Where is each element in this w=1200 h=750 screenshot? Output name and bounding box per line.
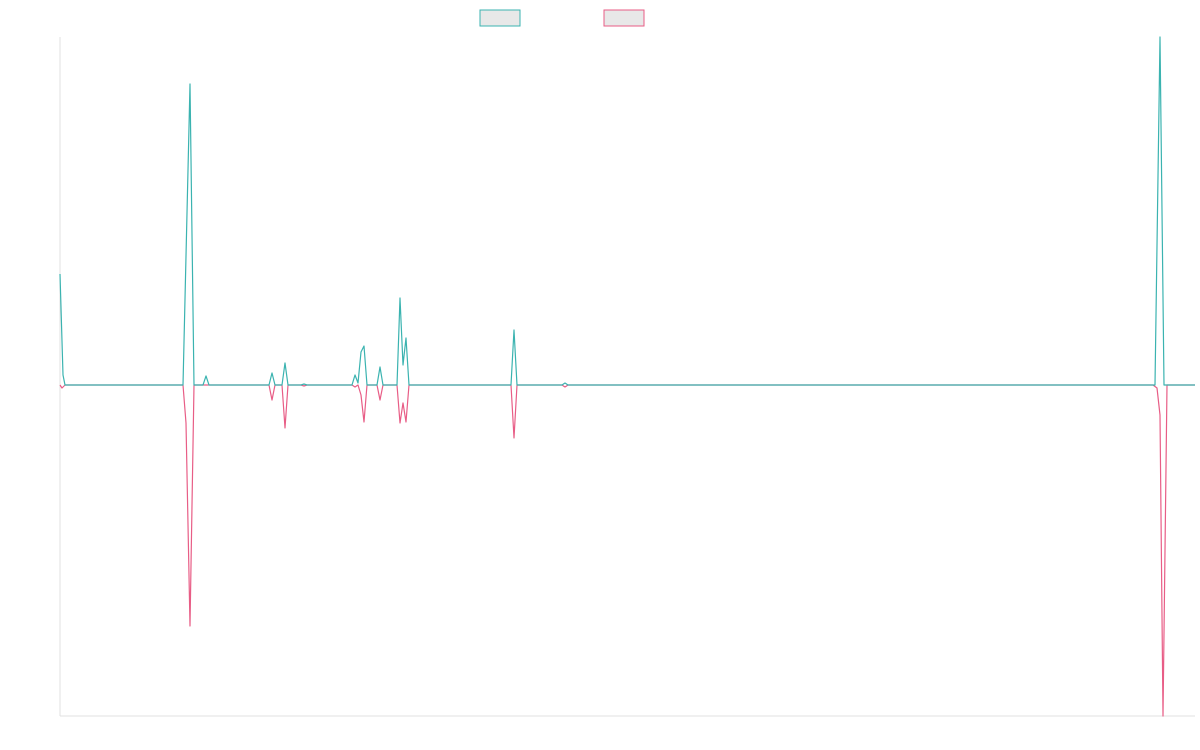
- series-line: [59, 384, 1195, 717]
- legend-swatch: [603, 9, 645, 27]
- legend-swatch: [479, 9, 521, 27]
- series-line: [59, 36, 1195, 386]
